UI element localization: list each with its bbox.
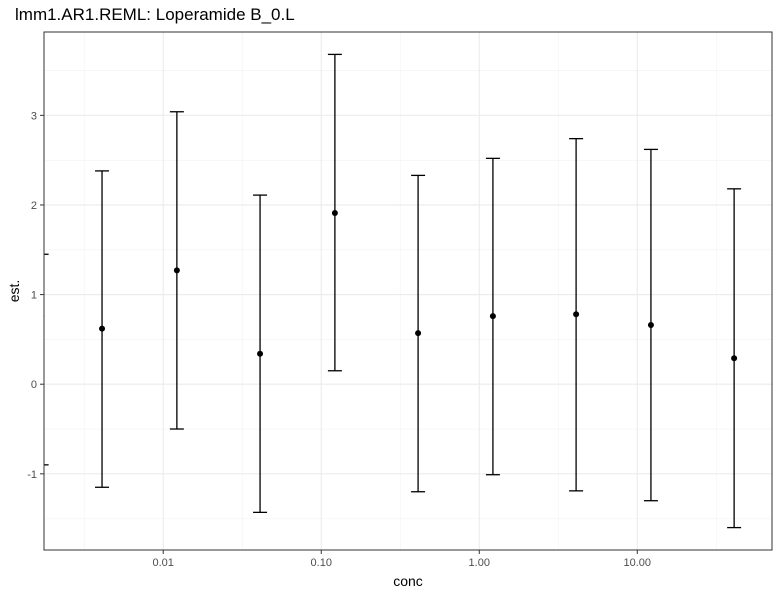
major-gridlines <box>44 32 772 550</box>
error-bar <box>327 53 342 372</box>
data-point <box>257 350 264 357</box>
x-axis-title: conc <box>393 573 423 589</box>
y-tick-label: -1 <box>27 469 37 481</box>
data-point <box>647 322 654 329</box>
y-axis-title: est. <box>6 280 22 303</box>
error-bar <box>169 111 184 430</box>
chart-title: lmm1.AR1.REML: Loperamide B_0.L <box>15 5 295 24</box>
y-tick-label: 3 <box>31 110 37 122</box>
x-tick-label: 0.01 <box>153 557 174 569</box>
error-bar <box>643 148 658 502</box>
data-point <box>99 325 106 332</box>
error-bar <box>95 170 110 488</box>
error-bar <box>569 137 584 492</box>
x-tick-label: 0.10 <box>311 557 332 569</box>
plot-panel-border <box>43 31 773 551</box>
x-tick-label: 10.00 <box>624 557 652 569</box>
data-point <box>173 267 180 274</box>
x-tick-label: 1.00 <box>469 557 490 569</box>
error-bar <box>485 157 500 476</box>
data-point <box>489 313 496 320</box>
data-point <box>731 355 738 362</box>
data-point <box>573 311 580 318</box>
error-bar-marks <box>44 53 742 529</box>
y-tick-label: 1 <box>31 290 37 302</box>
error-bar <box>727 188 742 529</box>
data-point <box>331 210 338 217</box>
plot-panel <box>44 32 772 550</box>
error-bar <box>253 194 268 514</box>
data-point <box>415 330 422 337</box>
y-tick-label: 2 <box>31 200 37 212</box>
error-bar <box>411 174 426 493</box>
y-tick-label: 0 <box>31 379 37 391</box>
axis-ticks: 0.01 0.10 1.00 10.00 -1 0 1 2 3 <box>27 110 651 569</box>
